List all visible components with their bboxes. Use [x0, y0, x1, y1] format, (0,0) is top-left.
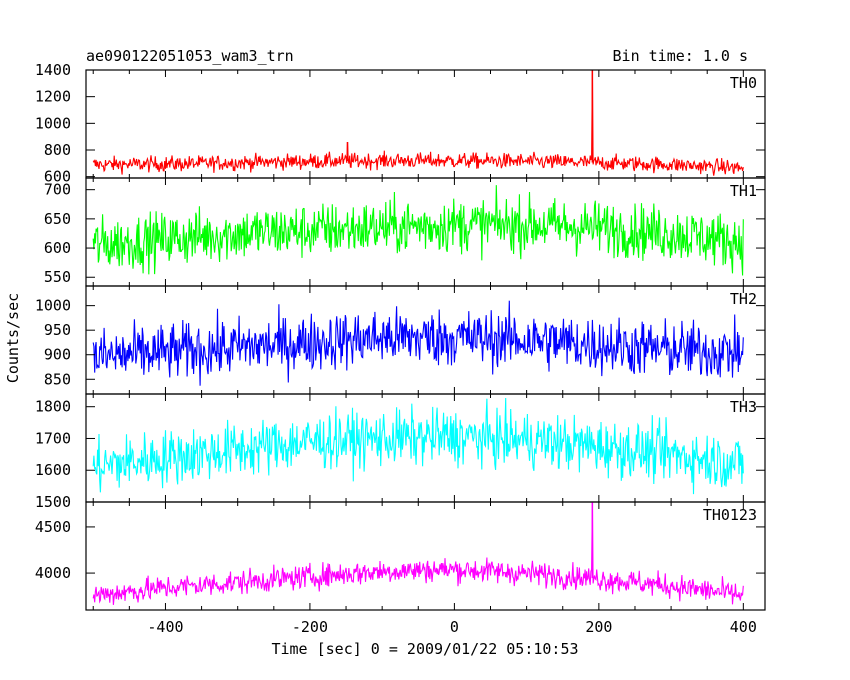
panel-th3: 1500 1600 1700 1800 TH3	[35, 393, 766, 511]
y-tick-label: 1500	[35, 493, 71, 511]
y-tick-label: 1200	[35, 88, 71, 106]
panel-name: TH3	[730, 398, 757, 416]
y-tick-label: 650	[44, 210, 71, 228]
x-tick-label: 200	[585, 618, 612, 636]
panel-name: TH0	[730, 74, 757, 92]
panel-th1: 550 600 650 700 TH1	[44, 177, 766, 287]
x-tick-label: -400	[147, 618, 183, 636]
panel-th0: 600 800 1000 1200 1400 TH0	[35, 61, 766, 186]
y-tick-label: 1600	[35, 461, 71, 479]
y-tick-label: 800	[44, 141, 71, 159]
panel-name: TH0123	[703, 506, 757, 524]
y-tick-label: 600	[44, 239, 71, 257]
panel-name: TH1	[730, 182, 757, 200]
chart-title: ae090122051053_wam3_trn	[86, 47, 294, 65]
y-tick-label: 4500	[35, 518, 71, 536]
panel-frame	[85, 501, 766, 611]
y-tick-label: 900	[44, 346, 71, 364]
y-tick-label: 1000	[35, 114, 71, 132]
panel-th2: 850 900 950 1000 TH2	[35, 285, 766, 395]
y-tick-label: 600	[44, 168, 71, 186]
x-axis-label: Time [sec] 0 = 2009/01/22 05:10:53	[271, 640, 578, 658]
panels-group: 600 800 1000 1200 1400 TH0 550 600 650 700 TH1 850 9…	[35, 61, 766, 636]
y-tick-label: 850	[44, 370, 71, 388]
x-tick-label: 400	[730, 618, 757, 636]
y-tick-label: 1400	[35, 61, 71, 79]
series-line-th0	[92, 70, 744, 176]
series-line-th3	[92, 397, 744, 495]
series-line-th2	[92, 300, 744, 386]
y-tick-label: 550	[44, 268, 71, 286]
x-tick-label: 0	[450, 618, 459, 636]
y-axis-label: Counts/sec	[4, 293, 22, 383]
x-tick-label: -200	[292, 618, 328, 636]
y-tick-label: 1000	[35, 297, 71, 315]
panel-name: TH2	[730, 290, 757, 308]
series-line-th1	[92, 185, 744, 276]
panel-frame	[85, 69, 766, 179]
y-tick-label: 4000	[35, 564, 71, 582]
series-line-th0123	[92, 502, 744, 605]
y-tick-label: 1700	[35, 429, 71, 447]
y-tick-label: 1800	[35, 398, 71, 416]
y-tick-label: 950	[44, 321, 71, 339]
panel-th0123: 4000 4500 TH0123	[35, 501, 766, 611]
chart-subtitle: Bin time: 1.0 s	[613, 47, 748, 65]
y-tick-label: 700	[44, 181, 71, 199]
